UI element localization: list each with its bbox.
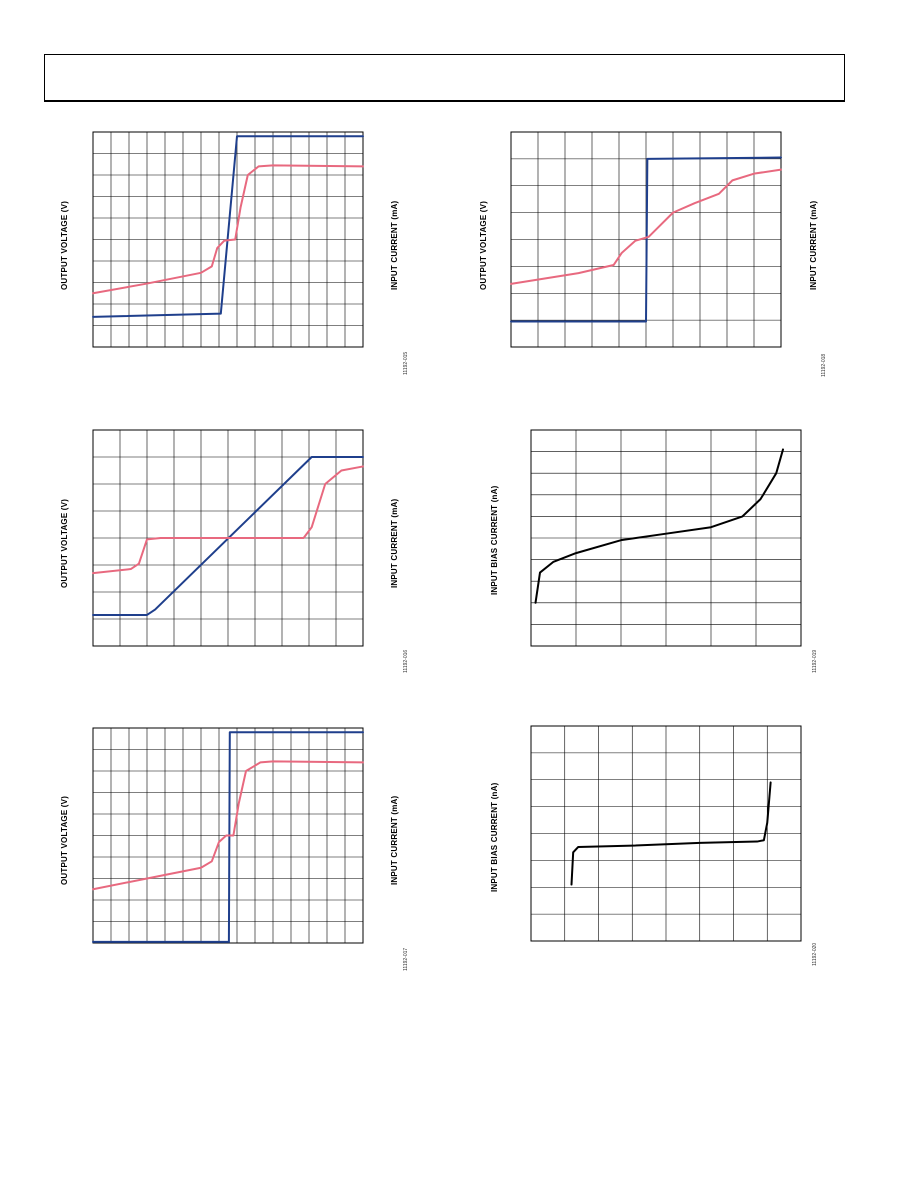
chart-input-bias-current-1 [530,429,802,647]
chart-c6-figure-id: 11192-017 [403,947,409,971]
chart-c3-y2label: INPUT CURRENT (mA) [390,498,399,588]
chart-output-voltage-3 [92,429,364,647]
chart-c5-svg [530,725,802,942]
chart-c1-y2label: INPUT CURRENT (mA) [390,200,399,290]
chart-c6-ylabel: OUTPUT VOLTAGE (V) [60,795,69,885]
chart-c1-ylabel: OUTPUT VOLTAGE (V) [60,200,69,290]
chart-c6-svg [92,727,364,944]
c3-plot-frame [92,429,364,647]
c2-series-1-line [510,168,782,285]
chart-c3-ylabel: OUTPUT VOLTAGE (V) [60,498,69,588]
chart-output-voltage-1 [92,131,364,348]
c5-series-0-line [570,781,772,886]
c3-series-1-line [92,465,364,575]
page-header-frame [44,54,845,102]
chart-c2-y2label: INPUT CURRENT (mA) [809,200,818,290]
c6-plot-frame [92,727,364,944]
c2-series-0-line [510,156,782,323]
chart-input-bias-current-2 [530,725,802,942]
chart-c6-y2label: INPUT CURRENT (mA) [390,795,399,885]
chart-c4-ylabel: INPUT BIAS CURRENT (nA) [490,485,499,595]
c3-series-0-line [92,456,364,616]
c5-plot-frame [530,725,802,942]
c4-series-0-line [534,448,784,604]
chart-c4-figure-id: 11192-019 [812,649,818,673]
chart-c5-ylabel: INPUT BIAS CURRENT (nA) [490,782,499,892]
chart-c4-svg [530,429,802,647]
chart-c3-figure-id: 11192-016 [403,649,409,673]
chart-c2-svg [510,131,782,348]
chart-c1-svg [92,131,364,348]
chart-c1-figure-id: 11192-015 [403,351,409,375]
c2-plot-frame [510,131,782,348]
chart-c5-figure-id: 11192-020 [812,942,818,966]
c4-plot-frame [530,429,802,647]
chart-c3-svg [92,429,364,647]
c1-plot-frame [92,131,364,348]
c1-series-0-line [92,135,364,318]
c1-series-1-line [92,164,364,295]
chart-c2-figure-id: 11192-018 [821,353,827,377]
c6-series-1-line [92,760,364,891]
chart-output-voltage-4 [92,727,364,944]
chart-output-voltage-2 [510,131,782,348]
chart-c2-ylabel: OUTPUT VOLTAGE (V) [479,200,488,290]
c6-series-0-line [92,731,364,943]
